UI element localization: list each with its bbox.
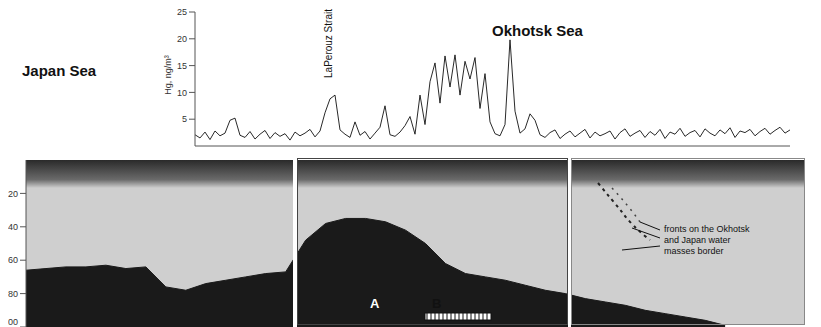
svg-text:25: 25 (177, 8, 187, 17)
svg-text:15: 15 (177, 61, 187, 71)
html-text:A: A (370, 296, 380, 311)
html-text:B: B (432, 296, 442, 311)
svg-text:5: 5 (182, 114, 187, 124)
html-text:Hg, ng/m³: Hg, ng/m³ (162, 55, 173, 95)
html-text:LaPerouz Strait: LaPerouz Strait (323, 9, 334, 78)
svg-text:20: 20 (8, 189, 18, 199)
html-text:Japan Sea: Japan Sea (22, 62, 97, 79)
svg-text:100: 100 (8, 317, 18, 327)
html-text:fronts on the Okhotsk and Japa: fronts on the Okhotsk and Japan water ma… (664, 224, 750, 256)
svg-text:60: 60 (8, 255, 18, 265)
svg-text:80: 80 (8, 289, 18, 299)
html-text:Okhotsk Sea: Okhotsk Sea (492, 22, 583, 39)
svg-text:20: 20 (177, 34, 187, 44)
svg-text:40: 40 (8, 222, 18, 232)
svg-text:10: 10 (177, 88, 187, 98)
